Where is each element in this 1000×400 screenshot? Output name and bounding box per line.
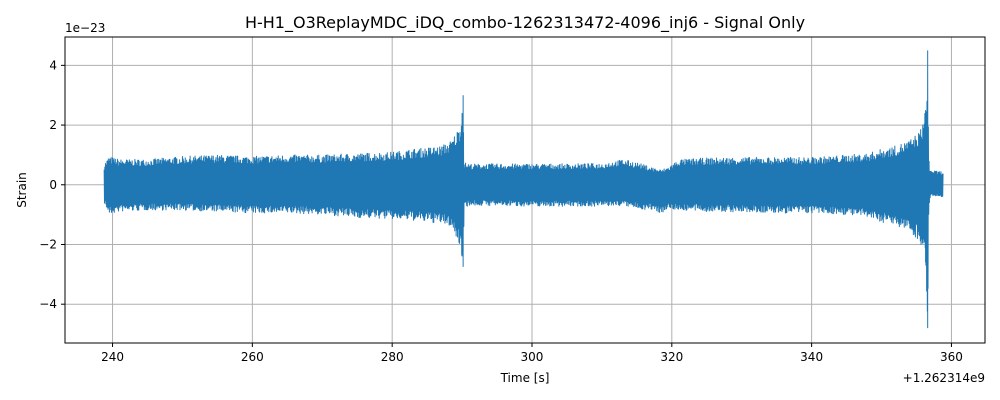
y-axis-label: Strain [15,172,29,208]
x-tick-label: 300 [521,350,544,364]
strain-series-line [103,50,944,329]
x-tick-label: 280 [381,350,404,364]
y-tick-label: −2 [39,237,57,251]
y-tick-label: 4 [49,58,57,72]
x-tick-label: 260 [241,350,264,364]
chart-title: H-H1_O3ReplayMDC_iDQ_combo-1262313472-40… [245,13,805,33]
y-tick-label: 2 [49,118,57,132]
x-tick-label: 360 [940,350,963,364]
x-offset-label: +1.262314e9 [903,371,985,385]
x-axis-label: Time [s] [500,371,550,385]
x-tick-label: 320 [660,350,683,364]
series-layer [103,50,944,329]
x-tick-label: 240 [101,350,124,364]
plot-frame [64,36,986,344]
y-tick-label: −4 [39,297,57,311]
y-scale-label: 1e−23 [65,21,105,35]
ticks: 240 260 280 300 320 340 360 −4 −2 0 2 4 [39,58,963,364]
x-tick-label: 340 [800,350,823,364]
y-tick-label: 0 [49,178,57,192]
